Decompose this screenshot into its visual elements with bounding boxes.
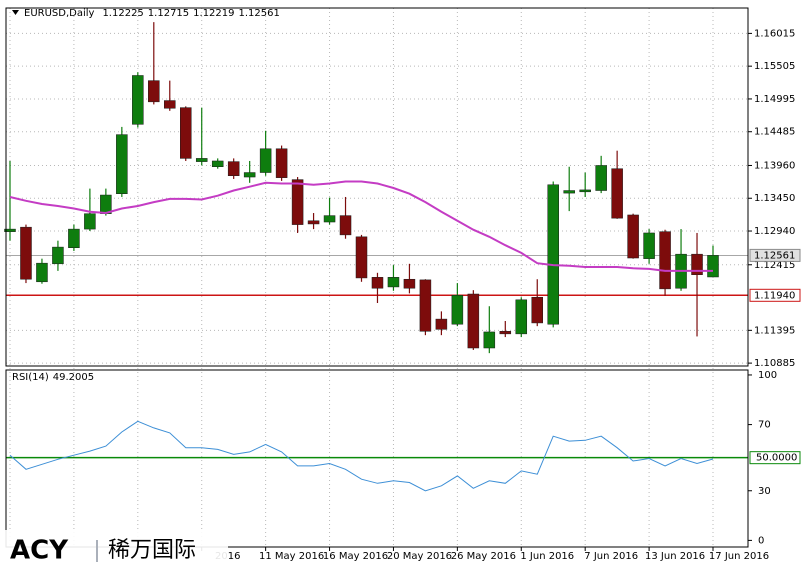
- y-tick-label: 1.13960: [754, 160, 795, 171]
- chart-title: EURUSD,Daily: [24, 8, 95, 19]
- candle-body: [132, 75, 144, 125]
- price-label: 1.11940: [754, 290, 795, 301]
- candle-body: [195, 158, 208, 162]
- main-panel-frame: [5, 7, 749, 367]
- price-label-box: [749, 248, 801, 262]
- x-tick-label: 7 Jun 2016: [584, 551, 638, 562]
- candle-body: [531, 296, 543, 324]
- y-tick-label: 1.10885: [754, 358, 795, 369]
- candle-body: [243, 172, 256, 178]
- indicator-title: RSI(14): [12, 372, 49, 383]
- candle-body: [180, 107, 192, 159]
- candle-body: [467, 293, 480, 349]
- candle-body: [307, 220, 320, 225]
- indicator-value: 49.2005: [53, 372, 94, 383]
- candle-body: [547, 184, 559, 325]
- candle-body: [36, 262, 48, 283]
- y-tick-label: 1.16015: [754, 28, 795, 39]
- y-tick-label: 1.12940: [754, 226, 795, 237]
- candle-body: [20, 226, 32, 280]
- y-tick-label: 1.13450: [754, 193, 795, 204]
- x-tick-label: 11 May 2016: [259, 551, 324, 562]
- candle-body: [164, 100, 176, 109]
- candle-body: [611, 168, 623, 219]
- y-tick-label: 1.12415: [754, 260, 795, 271]
- candle-body: [52, 246, 64, 265]
- candle-body: [595, 165, 607, 191]
- candle-body: [4, 228, 16, 232]
- candle-body: [403, 278, 416, 289]
- indicator-header: RSI(14) 49.2005: [12, 372, 94, 383]
- header-value: 1.12561: [239, 8, 280, 19]
- y-tick-label: 70: [758, 420, 771, 431]
- candle-body: [275, 148, 288, 178]
- candle-body: [371, 277, 384, 289]
- candle-body: [659, 231, 671, 290]
- y-tick-label: 100: [758, 370, 777, 381]
- x-tick-label: 26 May 2016: [451, 551, 516, 562]
- header-icon: [12, 10, 19, 15]
- candle-body: [100, 194, 112, 214]
- x-tick-label: 1 Jun 2016: [520, 551, 574, 562]
- candle-body: [691, 253, 703, 275]
- y-tick-label: 1.14485: [754, 127, 795, 138]
- candle-body: [148, 80, 160, 103]
- candle-body: [227, 161, 240, 177]
- chart-header: EURUSD,Daily 1.12225 1.12715 1.12219 1.12561: [24, 8, 280, 19]
- x-tick-label: 16 May 2016: [323, 551, 388, 562]
- candle-body: [435, 318, 448, 330]
- level-label-box: [749, 451, 801, 465]
- level-label: 50.0000: [756, 453, 797, 464]
- header-value: 1.12225: [102, 8, 143, 19]
- candle-body: [259, 148, 272, 173]
- y-tick-label: 0: [758, 535, 764, 546]
- watermark-backdrop: [0, 530, 228, 574]
- watermark-name: 稀万国际: [108, 538, 196, 563]
- candle-body: [387, 277, 400, 288]
- candle-body: [419, 279, 432, 332]
- candle-body: [515, 299, 528, 335]
- candle-body: [451, 295, 464, 325]
- candle-body: [323, 215, 336, 223]
- x-tick-label: 17 Jun 2016: [709, 551, 769, 562]
- y-tick-label: 30: [758, 486, 771, 497]
- candle-body: [291, 179, 304, 225]
- candle-body: [563, 190, 575, 194]
- y-tick-label: 1.14995: [754, 94, 795, 105]
- candle-body: [579, 189, 591, 193]
- candle-body: [116, 134, 128, 194]
- candle-body: [483, 331, 496, 349]
- moving-average: [9, 180, 713, 272]
- candle-body: [643, 232, 655, 259]
- y-tick-label: 1.11395: [754, 325, 795, 336]
- x-tick-label: 20 May 2016: [387, 551, 452, 562]
- rsi-line: [9, 420, 714, 492]
- candle-body: [84, 213, 96, 230]
- price-label: 1.12561: [754, 250, 795, 261]
- candle-body: [355, 236, 368, 279]
- candle-body: [339, 215, 352, 236]
- price-label-box: [749, 288, 801, 302]
- candle-body: [499, 331, 512, 335]
- candle-body: [707, 255, 719, 278]
- y-tick-label: 1.15505: [754, 61, 795, 72]
- x-tick-label: 13 Jun 2016: [645, 551, 705, 562]
- indicator-panel-frame: [5, 369, 749, 548]
- header-value: 1.12219: [193, 8, 234, 19]
- candle-body: [627, 214, 639, 259]
- watermark-brand: ACY: [10, 536, 69, 566]
- header-value: 1.12715: [148, 8, 189, 19]
- candle-body: [68, 228, 80, 248]
- candle-body: [211, 160, 224, 168]
